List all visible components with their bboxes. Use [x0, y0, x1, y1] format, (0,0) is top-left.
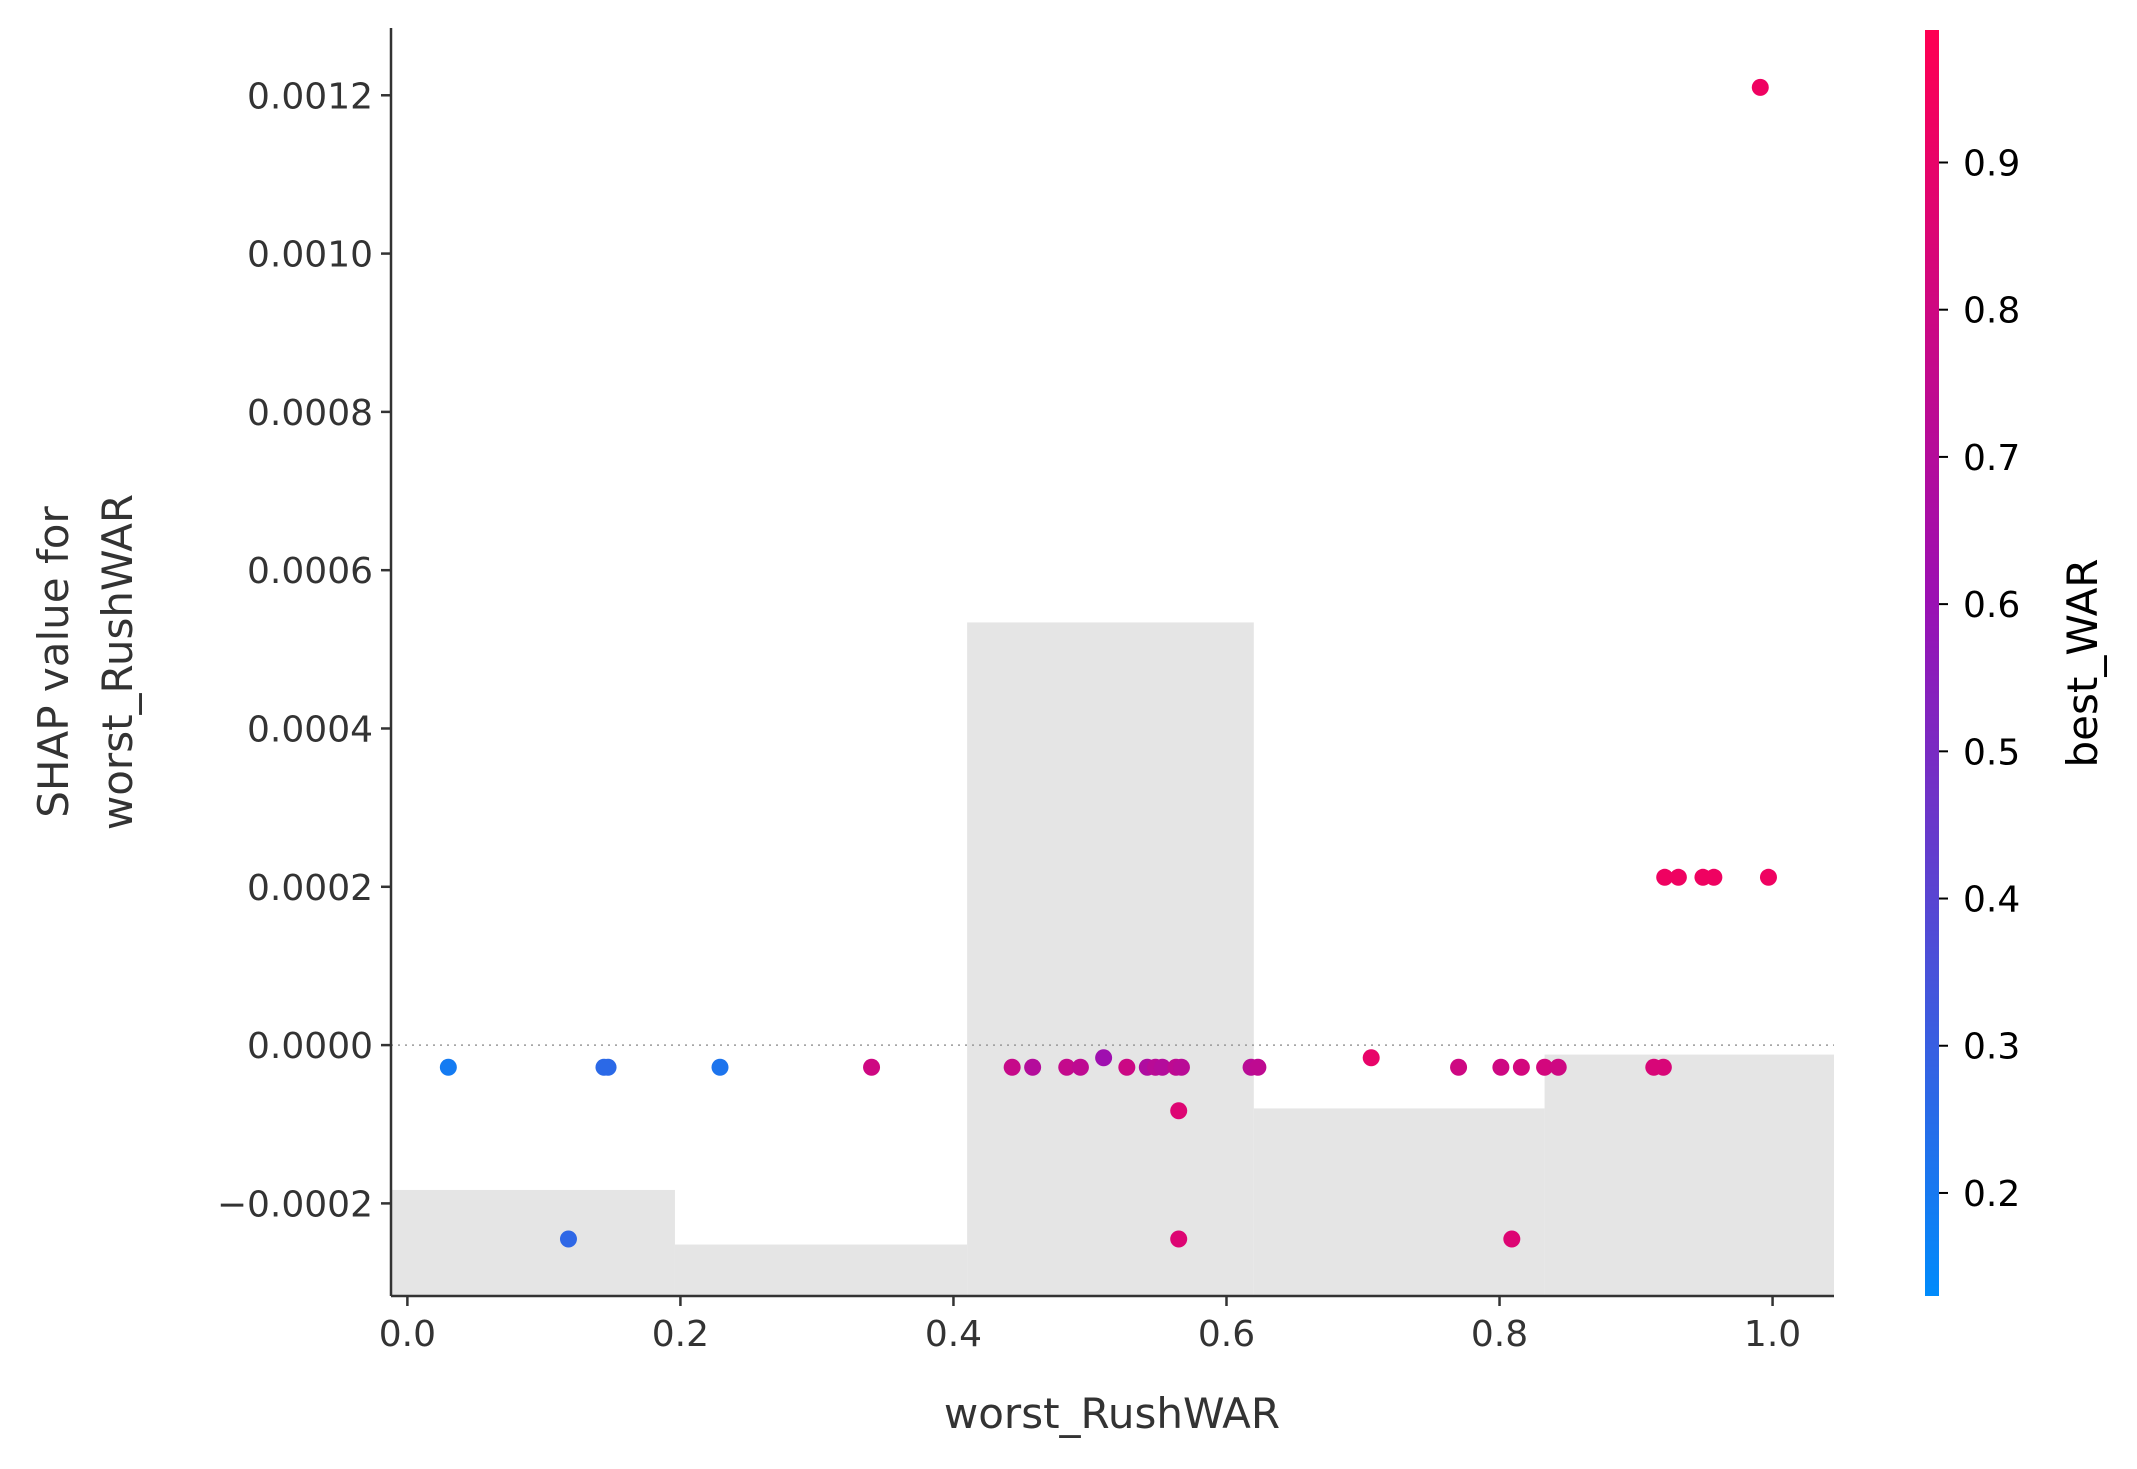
- scatter-point-31: [1669, 868, 1687, 886]
- y-tick-label-1: 0.0000: [247, 1026, 373, 1067]
- colorbar: [1925, 30, 1939, 1296]
- scatter-points: [439, 78, 1777, 1248]
- scatter-point-18: [1170, 1230, 1188, 1248]
- colorbar-tick-label-4: 0.6: [1963, 585, 2020, 626]
- histogram-bin-4: [1544, 1054, 1834, 1296]
- colorbar-tick-label-1: 0.3: [1963, 1027, 2020, 1068]
- scatter-point-25: [1512, 1058, 1530, 1076]
- y-axis-label-line-1: SHAP value for: [29, 506, 78, 818]
- y-axis-label-line-2: worst_RushWAR: [93, 494, 142, 830]
- scatter-point-17: [1170, 1102, 1188, 1120]
- x-tick-label-2: 0.4: [925, 1314, 982, 1355]
- x-tick-label-3: 0.6: [1198, 1314, 1255, 1355]
- x-tick-label-4: 0.8: [1471, 1314, 1528, 1355]
- colorbar-tick-label-3: 0.5: [1963, 732, 2020, 773]
- y-tick-label-3: 0.0004: [247, 709, 373, 750]
- scatter-point-6: [1003, 1058, 1021, 1076]
- x-axis-label: worst_RushWAR: [944, 1389, 1280, 1438]
- colorbar-tick-label-0: 0.2: [1963, 1174, 2020, 1215]
- scatter-point-7: [1024, 1058, 1042, 1076]
- scatter-point-20: [1249, 1058, 1267, 1076]
- y-tick-label-5: 0.0008: [247, 393, 373, 434]
- scatter-point-14: [1153, 1058, 1171, 1076]
- feature-histogram: [391, 622, 1834, 1296]
- y-axis-ticks: −0.0002 0.0000 0.0002 0.0004 0.0006 0.0008 0.0…: [217, 76, 391, 1225]
- colorbar-tick-label-2: 0.4: [1963, 880, 2020, 921]
- scatter-point-23: [1492, 1058, 1510, 1076]
- scatter-point-9: [1071, 1058, 1089, 1076]
- scatter-point-26: [1536, 1058, 1554, 1076]
- colorbar-label: best_WAR: [2058, 559, 2107, 768]
- x-tick-label-1: 0.2: [652, 1314, 709, 1355]
- scatter-point-35: [1759, 868, 1777, 886]
- y-tick-label-6: 0.0010: [247, 235, 373, 276]
- y-tick-label-4: 0.0006: [247, 551, 373, 592]
- scatter-point-4: [711, 1058, 729, 1076]
- scatter-point-30: [1656, 868, 1674, 886]
- y-tick-label-2: 0.0002: [247, 868, 373, 909]
- histogram-bin-1: [674, 1244, 968, 1296]
- scatter-point-3: [599, 1058, 617, 1076]
- x-tick-label-5: 1.0: [1744, 1314, 1801, 1355]
- scatter-point-24: [1503, 1230, 1521, 1248]
- colorbar-tick-label-7: 0.9: [1963, 143, 2020, 184]
- scatter-point-34: [1751, 78, 1769, 96]
- y-tick-label-0: −0.0002: [217, 1184, 373, 1225]
- scatter-point-8: [1058, 1058, 1076, 1076]
- histogram-bin-3: [1253, 1108, 1545, 1296]
- scatter-point-33: [1705, 868, 1723, 886]
- scatter-point-1: [559, 1230, 577, 1248]
- x-axis-ticks: 0.0 0.2 0.4 0.6 0.8 1.0: [379, 1296, 1801, 1355]
- histogram-bin-0: [391, 1189, 675, 1296]
- y-tick-label-7: 0.0012: [247, 76, 373, 117]
- scatter-point-29: [1654, 1058, 1672, 1076]
- scatter-point-22: [1450, 1058, 1468, 1076]
- scatter-point-0: [439, 1058, 457, 1076]
- colorbar-tick-label-6: 0.8: [1963, 291, 2020, 332]
- scatter-point-11: [1118, 1058, 1136, 1076]
- colorbar-tick-label-5: 0.7: [1963, 438, 2020, 479]
- scatter-point-21: [1362, 1049, 1380, 1067]
- x-tick-label-0: 0.0: [379, 1314, 436, 1355]
- scatter-point-10: [1095, 1049, 1113, 1067]
- colorbar-ticks: 0.2 0.3 0.4 0.5 0.6 0.7 0.8 0.9: [1939, 143, 2020, 1215]
- scatter-point-27: [1549, 1058, 1567, 1076]
- scatter-point-5: [863, 1058, 881, 1076]
- histogram-bin-2: [967, 622, 1254, 1296]
- scatter-point-16: [1172, 1058, 1190, 1076]
